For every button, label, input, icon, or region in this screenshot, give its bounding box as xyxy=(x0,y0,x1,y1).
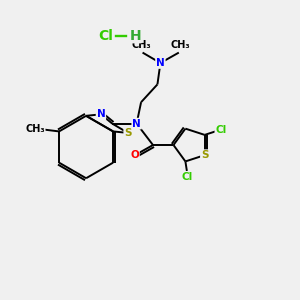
Text: N: N xyxy=(156,58,165,68)
Text: O: O xyxy=(35,124,44,134)
Text: N: N xyxy=(97,109,105,119)
Text: Cl: Cl xyxy=(98,28,113,43)
Text: CH₃: CH₃ xyxy=(170,40,190,50)
Text: S: S xyxy=(124,128,132,138)
Text: CH₃: CH₃ xyxy=(131,40,151,50)
Text: CH₃: CH₃ xyxy=(26,124,45,134)
Text: Cl: Cl xyxy=(181,172,193,182)
Text: Cl: Cl xyxy=(215,124,226,134)
Text: S: S xyxy=(201,150,208,160)
Text: N: N xyxy=(132,118,141,129)
Text: O: O xyxy=(130,150,139,161)
Text: H: H xyxy=(129,28,141,43)
